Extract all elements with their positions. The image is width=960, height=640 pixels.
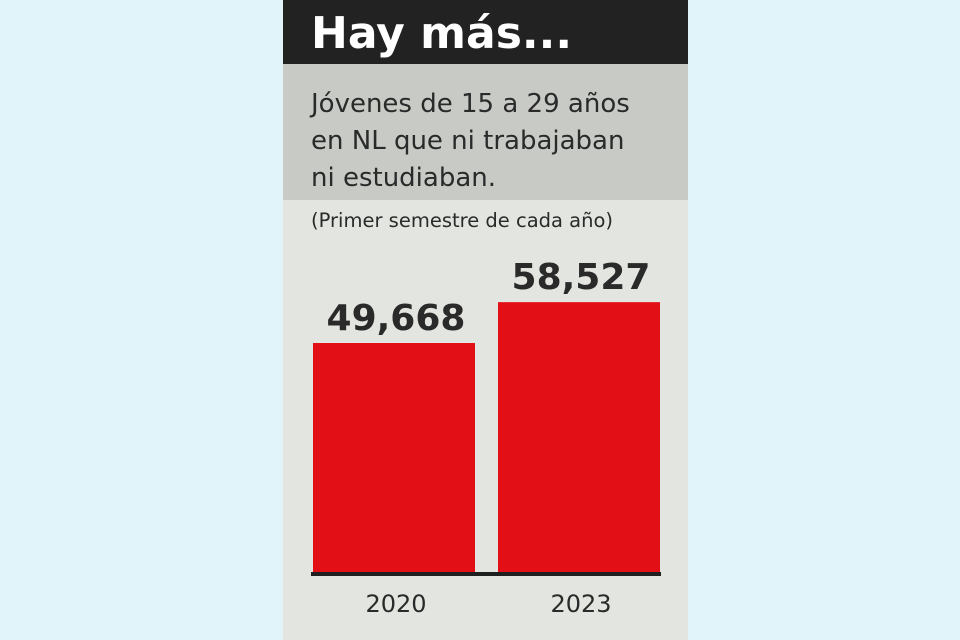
- infographic-card: Hay más... Jóvenes de 15 a 29 años en NL…: [283, 0, 688, 640]
- category-label-2020: 2020: [365, 590, 426, 618]
- subtitle-box: Jóvenes de 15 a 29 años en NL que ni tra…: [283, 64, 688, 200]
- bar-2020: [313, 343, 475, 572]
- category-label-2023: 2023: [550, 590, 611, 618]
- value-label-2023: 58,527: [512, 257, 651, 298]
- bar-2023: [498, 302, 660, 572]
- title-bar: Hay más...: [283, 0, 688, 64]
- chart-note: (Primer semestre de cada año): [311, 209, 614, 232]
- value-label-2020: 49,668: [327, 298, 466, 339]
- chart-subtitle: Jóvenes de 15 a 29 años en NL que ni tra…: [311, 89, 630, 193]
- bar-chart: 49,668 2020 58,527 2023: [311, 257, 661, 618]
- x-axis-line: [311, 572, 661, 576]
- chart-title: Hay más...: [311, 8, 573, 59]
